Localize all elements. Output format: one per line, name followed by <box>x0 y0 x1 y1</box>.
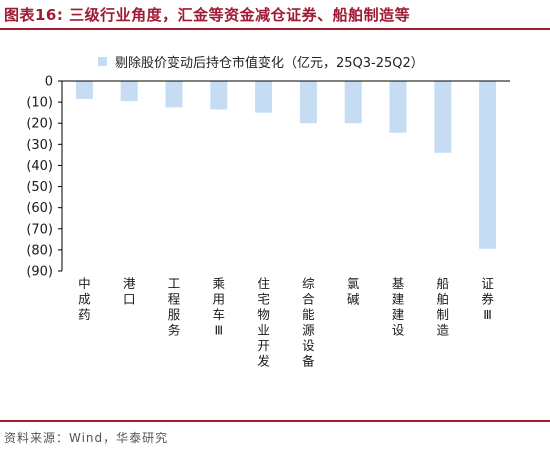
y-tick-label: (20) <box>26 117 53 132</box>
chart-legend: 剔除股价变动后持仓市值变化（亿元，25Q3-25Q2） <box>98 52 424 71</box>
bar <box>255 81 273 113</box>
category-label: 氯碱 <box>347 276 360 307</box>
category-label: 基建建设 <box>392 276 405 338</box>
category-label: 港口 <box>123 276 136 307</box>
legend-label: 剔除股价变动后持仓市值变化（亿元，25Q3-25Q2） <box>115 56 424 71</box>
y-tick-label: (40) <box>26 159 53 174</box>
y-tick-label: (30) <box>26 138 53 153</box>
bar <box>479 81 497 249</box>
category-label: 工程服务 <box>168 276 181 338</box>
category-label: 综合能源设备 <box>302 276 315 369</box>
category-label: 中成药 <box>78 276 91 322</box>
bar <box>75 81 93 99</box>
y-tick-label: 0 <box>45 75 53 90</box>
footer-divider <box>0 420 550 422</box>
chart-title: 图表16: 三级行业角度，汇金等资金减仓证券、船舶制造等 <box>4 6 411 24</box>
y-tick-label: (10) <box>26 96 53 111</box>
y-tick-label: (60) <box>26 201 53 216</box>
bar <box>389 81 407 133</box>
bar <box>120 81 138 102</box>
y-tick-label: (70) <box>26 222 53 237</box>
legend-swatch <box>98 57 107 66</box>
bar <box>165 81 183 108</box>
title-bar: 图表16: 三级行业角度，汇金等资金减仓证券、船舶制造等 <box>0 0 550 30</box>
category-label: 乘用车 Ⅲ <box>213 276 226 338</box>
category-label: 证券 Ⅲ <box>481 276 494 322</box>
category-label: 住宅物业开发 <box>257 276 270 369</box>
bar <box>434 81 452 153</box>
source-note: 资料来源：Wind，华泰研究 <box>4 431 169 445</box>
category-label: 船舶制造 <box>437 276 450 338</box>
bar <box>210 81 228 110</box>
bar <box>299 81 317 124</box>
y-tick-label: (80) <box>26 243 53 258</box>
y-tick-label: (50) <box>26 180 53 195</box>
y-tick-label: (90) <box>26 265 53 280</box>
bar <box>344 81 362 124</box>
